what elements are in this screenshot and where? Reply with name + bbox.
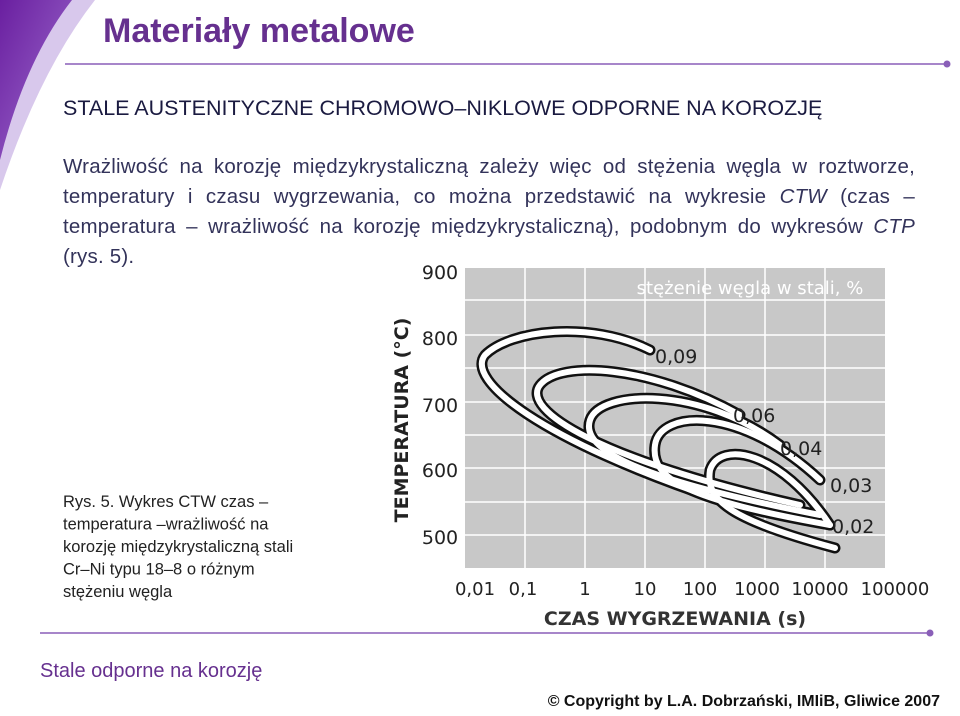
caption-line: Cr–Ni typu 18–8 o różnym [63, 561, 255, 579]
curve-label: 0,09 [655, 346, 697, 368]
legend-title: stężenie węgla w stali, % [637, 278, 864, 299]
swoosh [0, 0, 72, 160]
curves [476, 326, 841, 554]
heading: STALE AUSTENITYCZNE CHROMOWO–NIKLOWE ODP… [63, 96, 822, 120]
x-tick-label: 0,01 [455, 579, 495, 600]
x-axis-title: CZAS WYGRZEWANIA (s) [544, 608, 806, 630]
y-tick-label: 700 [422, 395, 458, 417]
x-tick-label: 10000 [791, 579, 848, 600]
y-tick-label: 900 [422, 262, 458, 284]
x-tick-label: 1000 [734, 579, 780, 600]
y-tick-label: 500 [422, 527, 458, 549]
caption-line: korozję międzykrystaliczną stali [63, 538, 293, 556]
x-tick-label: 1 [579, 579, 590, 600]
footer-right: © Copyright by L.A. Dobrzański, IMIiB, G… [548, 693, 940, 710]
x-tick-label: 0,1 [509, 579, 538, 600]
x-tick-label: 100000 [861, 579, 930, 600]
figure: 900 800 700 600 500 0,01 0,1 1 10 100 1000 10000 10… [391, 262, 929, 630]
footer-dot [926, 629, 934, 637]
paragraph-text: Wrażliwość na korozję międzykrystaliczną… [63, 155, 915, 208]
paragraph-text: (rys. 5). [63, 245, 135, 268]
y-axis-title: TEMPERATURA (°C) [391, 318, 413, 523]
caption-line: temperatura –wrażliwość na [63, 516, 269, 534]
paragraph-text: (czas – temperatura – wrażliwość na koro… [63, 185, 916, 238]
footer-left: Stale odporne na korozję [40, 660, 262, 682]
caption-line: Rys. 5. Wykres CTW czas – [63, 493, 269, 511]
caption: Rys. 5. Wykres CTW czas – temperatura –wr… [63, 493, 293, 601]
curve-label: 0,02 [832, 516, 874, 538]
x-tick-label: 10 [634, 579, 657, 600]
paragraph-term: CTW [779, 185, 827, 208]
curve-label: 0,03 [830, 475, 872, 497]
title: Materiały metalowe [103, 12, 415, 50]
x-tick-label: 100 [683, 579, 717, 600]
curve-label: 0,06 [733, 405, 775, 427]
rule-dot [943, 60, 951, 68]
caption-line: stężeniu węgla [63, 583, 173, 601]
y-tick-label: 800 [422, 328, 458, 350]
paragraph-term: CTP [873, 215, 915, 238]
y-tick-label: 600 [422, 460, 458, 482]
curve-label: 0,04 [780, 438, 822, 460]
paragraph: Wrażliwość na korozję międzykrystaliczną… [63, 152, 915, 272]
